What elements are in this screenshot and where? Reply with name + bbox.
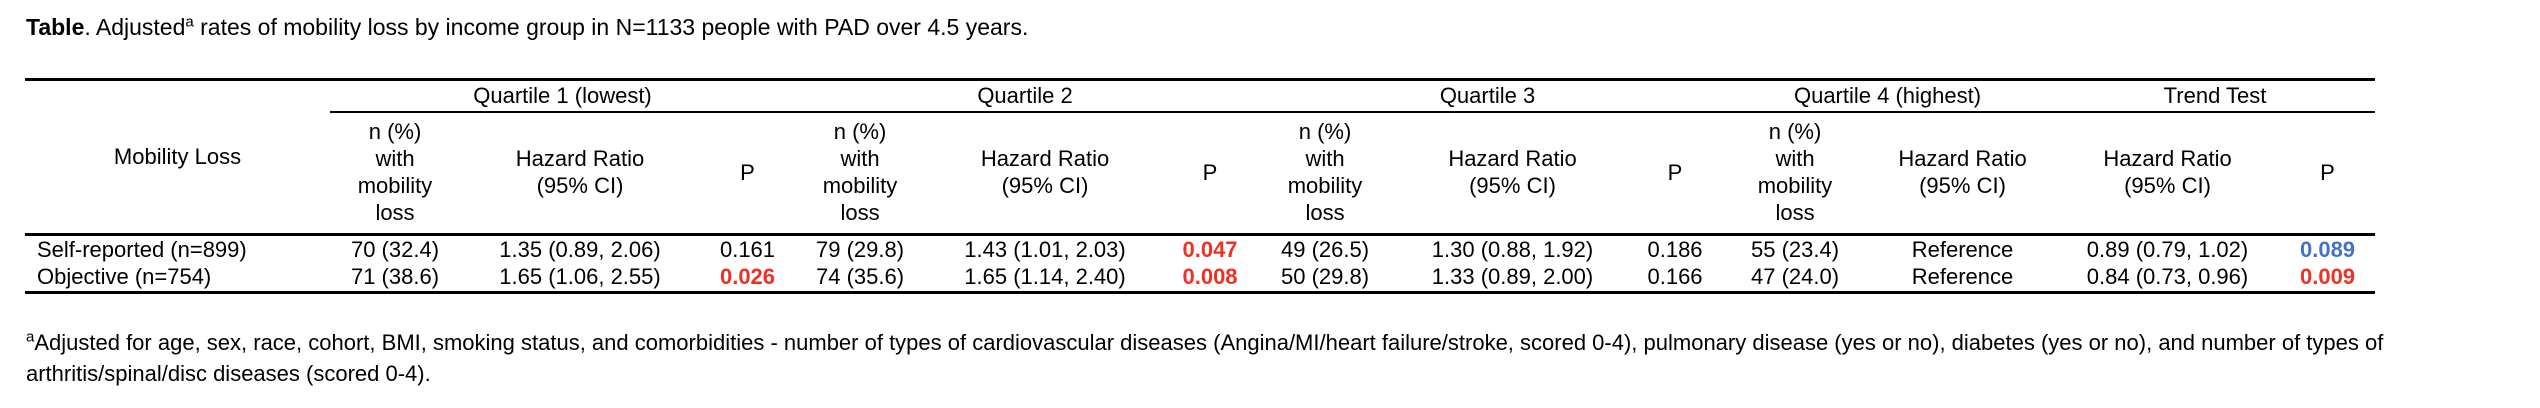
group-header-quartile-2: Quartile 2 [795, 79, 1256, 113]
table-caption-text: . Adjusted [84, 14, 186, 40]
table-caption: Table. Adjusteda rates of mobility loss … [26, 12, 1028, 42]
data-cell: 50 (29.8) [1280, 264, 1370, 290]
subheader-q3-p: P [1630, 112, 1721, 236]
group-header-row: Mobility Loss Quartile 1 (lowest) Quarti… [25, 79, 2376, 236]
subheader-q1-hazard-ratio: Hazard Ratio (95% CI) [460, 112, 700, 236]
data-cell: 1.33 (0.89, 2.00) [1431, 264, 1594, 290]
data-cell: 0.089 [2299, 236, 2356, 262]
row-label-self-reported: Self-reported (n=899) [37, 236, 247, 262]
data-cell: 79 (29.8) [815, 236, 905, 262]
table-footnote: aAdjusted for age, sex, race, cohort, BM… [26, 327, 2518, 389]
data-cell: 0.89 (0.79, 1.02) [2086, 236, 2249, 262]
data-cell: Reference [1911, 264, 2014, 290]
subheader-trend-hazard-ratio: Hazard Ratio (95% CI) [2055, 112, 2281, 236]
subheader-trend-p: P [2280, 112, 2376, 236]
data-cell: 0.009 [2299, 264, 2356, 290]
data-cell: 1.30 (0.88, 1.92) [1431, 236, 1594, 262]
data-cell: 0.161 [719, 236, 776, 262]
data-cell: 0.008 [1182, 264, 1238, 290]
table-row-self-reported: Self-reported (n=899) 70 (32.4) 1.35 (0.… [25, 235, 2375, 264]
group-header-quartile-3: Quartile 3 [1255, 79, 1721, 113]
subheader-q2-n-pct: n (%) with mobility loss [795, 112, 926, 236]
group-header-trend-test: Trend Test [2055, 79, 2376, 113]
subheader-q2-hazard-ratio: Hazard Ratio (95% CI) [925, 112, 1166, 236]
data-cell: 0.186 [1647, 236, 1703, 262]
data-cell: 55 (23.4) [1750, 236, 1840, 262]
data-cell: 70 (32.4) [350, 236, 440, 262]
sub-header-row: n (%) with mobility loss Hazard Ratio (9… [25, 112, 2376, 236]
table-row-objective: Objective (n=754) 71 (38.6) 1.65 (1.06, … [25, 264, 2375, 293]
column-header-mobility-loss: Mobility Loss [25, 79, 330, 236]
group-header-quartile-4: Quartile 4 (highest) [1720, 79, 2056, 113]
data-cell: 1.35 (0.89, 2.06) [499, 236, 661, 262]
data-cell: 1.65 (1.06, 2.55) [499, 264, 661, 290]
footnote-text: Adjusted for age, sex, race, cohort, BMI… [26, 330, 2384, 386]
subheader-q1-n-pct: n (%) with mobility loss [330, 112, 460, 236]
table-caption-text-rest: rates of mobility loss by income group i… [193, 14, 1029, 40]
data-cell: 1.65 (1.14, 2.40) [964, 264, 1126, 290]
data-cell: 71 (38.6) [350, 264, 440, 290]
data-cell: 74 (35.6) [815, 264, 905, 290]
data-cell: 0.166 [1647, 264, 1703, 290]
data-cell: 0.047 [1182, 236, 1238, 262]
data-cell: 0.84 (0.73, 0.96) [2086, 264, 2249, 290]
footnote-marker-a: a [185, 13, 194, 31]
group-header-quartile-1: Quartile 1 (lowest) [330, 79, 796, 113]
data-cell: 0.026 [719, 264, 776, 290]
subheader-q4-hazard-ratio: Hazard Ratio (95% CI) [1870, 112, 2056, 236]
data-cell: Reference [1911, 236, 2014, 262]
footnote-marker-a: a [26, 328, 35, 346]
subheader-q3-n-pct: n (%) with mobility loss [1255, 112, 1396, 236]
row-label-objective: Objective (n=754) [37, 264, 212, 290]
results-table: Mobility Loss Quartile 1 (lowest) Quarti… [25, 78, 2376, 294]
subheader-q2-p: P [1165, 112, 1256, 236]
table-caption-label: Table [26, 14, 85, 40]
data-cell: 49 (26.5) [1280, 236, 1370, 262]
subheader-q3-hazard-ratio: Hazard Ratio (95% CI) [1395, 112, 1631, 236]
subheader-q4-n-pct: n (%) with mobility loss [1720, 112, 1871, 236]
subheader-q1-p: P [700, 112, 796, 236]
data-cell: 1.43 (1.01, 2.03) [964, 236, 1126, 262]
data-cell: 47 (24.0) [1750, 264, 1840, 290]
